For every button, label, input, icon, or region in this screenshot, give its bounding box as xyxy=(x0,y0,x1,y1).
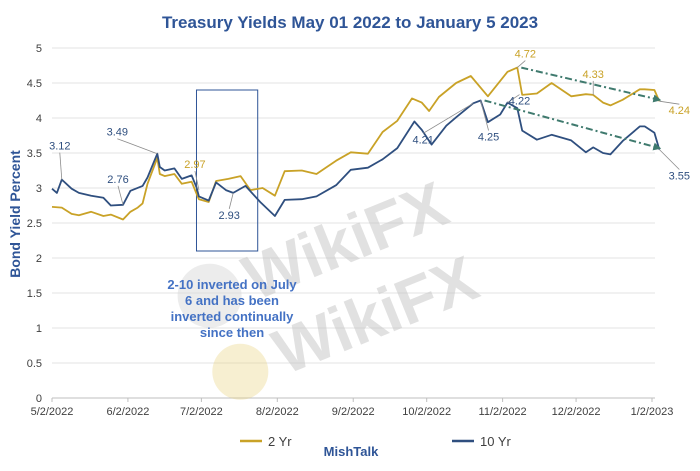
note-line-4: since then xyxy=(200,325,264,340)
annotation-label: 3.49 xyxy=(107,127,128,139)
annotation-leader xyxy=(59,152,63,180)
x-tick-label: 8/2/2022 xyxy=(256,406,299,418)
y-tick-label: 2 xyxy=(36,253,42,265)
y-tick-label: 4.5 xyxy=(27,78,42,90)
y-axis-label: Bond Yield Percent xyxy=(7,150,23,278)
annotation-leader xyxy=(423,102,474,134)
y-tick-label: 5 xyxy=(36,43,42,55)
annotation-label: 3.12 xyxy=(49,141,70,153)
x-tick-label: 1/2/2023 xyxy=(631,406,674,418)
y-tick-label: 0.5 xyxy=(27,358,42,370)
annotation-label: 4.24 xyxy=(669,105,690,117)
y-tick-label: 3 xyxy=(36,183,42,195)
x-tick-labels: 5/2/2022 6/2/2022 7/2/2022 8/2/2022 9/2/2022… xyxy=(31,398,674,418)
annotation-label: 4.72 xyxy=(515,49,536,61)
note-line-3: inverted continually xyxy=(171,309,295,324)
y-tick-label: 2.5 xyxy=(27,218,42,230)
inversion-highlight-box xyxy=(195,89,259,252)
x-tick-label: 6/2/2022 xyxy=(107,406,150,418)
note-line-1: 2-10 inverted on July xyxy=(167,277,297,292)
annotation-leader xyxy=(480,100,489,131)
annotation-label: 4.22 xyxy=(509,96,530,108)
y-tick-label: 1 xyxy=(36,323,42,335)
watermark-circle xyxy=(177,263,242,328)
x-tick-label: 12/2/2022 xyxy=(552,406,601,418)
series-line-2yr xyxy=(51,66,661,221)
annotation-label: 2.97 xyxy=(184,159,205,171)
series-lines xyxy=(51,66,661,221)
legend: 2 Yr 10 Yr xyxy=(240,434,512,449)
annotation-leader xyxy=(117,185,124,205)
trend-arrows xyxy=(484,66,662,151)
y-tick-label: 1.5 xyxy=(27,288,42,300)
y-tick-labels: 0 0.5 1 1.5 2 2.5 3 3.5 4 4.5 5 xyxy=(27,43,42,405)
y-tick-label: 4 xyxy=(36,113,42,125)
legend-label-10yr: 10 Yr xyxy=(480,434,512,449)
annotation-label: 2.93 xyxy=(219,210,240,222)
y-tick-label: 3.5 xyxy=(27,148,42,160)
annotation-leader xyxy=(507,94,520,103)
x-tick-label: 10/2/2022 xyxy=(402,406,451,418)
y-tick-label: 0 xyxy=(36,393,42,405)
trend-arrow xyxy=(521,66,662,103)
chart-title: Treasury Yields May 01 2022 to January 5… xyxy=(162,13,538,32)
gridlines xyxy=(52,47,655,399)
x-tick-label: 9/2/2022 xyxy=(332,406,375,418)
inversion-note: 2-10 inverted on July 6 and has been inv… xyxy=(167,277,297,340)
annotation-leader xyxy=(117,138,158,155)
annotation-label: 4.33 xyxy=(583,69,604,81)
annotation-leader xyxy=(194,171,200,191)
value-annotations: 3.12 2.76 3.49 2.97 2.93 4.72 4.33 4.22 4.21 4.25… xyxy=(49,49,690,222)
annotation-label: 2.76 xyxy=(107,174,128,186)
annotation-leader xyxy=(228,192,234,209)
x-tick-label: 7/2/2022 xyxy=(180,406,223,418)
legend-label-2yr: 2 Yr xyxy=(268,434,292,449)
annotation-leader xyxy=(659,100,680,105)
note-line-2: 6 and has been xyxy=(185,293,279,308)
annotation-label: 4.25 xyxy=(478,132,499,144)
series-line-10yr xyxy=(51,99,661,217)
x-tick-label: 5/2/2022 xyxy=(31,406,74,418)
annotation-label: 4.21 xyxy=(413,134,434,146)
annotation-label: 3.55 xyxy=(669,171,690,183)
annotation-leader xyxy=(659,149,680,170)
x-tick-label: 11/2/2022 xyxy=(479,406,527,418)
trend-arrow xyxy=(484,99,662,151)
source-label: MishTalk xyxy=(324,444,379,459)
watermark-circle-gold xyxy=(212,343,269,400)
annotation-leader xyxy=(517,60,526,68)
